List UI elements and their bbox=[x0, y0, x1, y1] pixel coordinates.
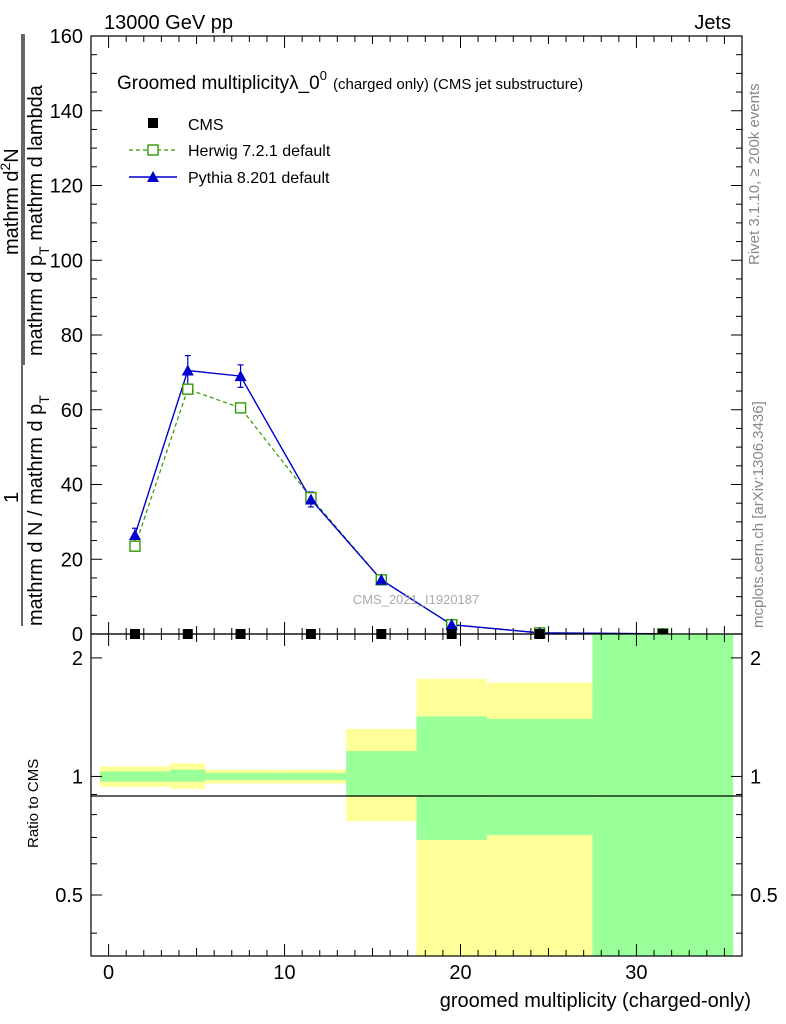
y-label-denominator: mathrm d pT mathrm d lambda bbox=[25, 84, 52, 356]
ratio-band-inner bbox=[99, 771, 171, 782]
legend-pythia-label: Pythia 8.201 default bbox=[188, 170, 330, 187]
y-tick-label: 120 bbox=[50, 176, 83, 198]
ratio-band-inner bbox=[205, 773, 276, 780]
legend-cms-marker bbox=[148, 118, 158, 128]
x-axis-label: groomed multiplicity (charged-only) bbox=[440, 990, 751, 1012]
main-y-axis-label: 1 mathrm d N / mathrm d pT mathrm d2N ma… bbox=[0, 34, 52, 626]
ratio-y-tick-label: 0.5 bbox=[55, 885, 83, 907]
ratio-frame bbox=[90, 633, 743, 957]
ratio-axis-ticks: 0.5 0.51 12 20 10 20 30 bbox=[55, 634, 778, 984]
title-superscript: 0 bbox=[320, 68, 327, 83]
header-process-label: Jets bbox=[694, 12, 731, 34]
pythia-point bbox=[445, 618, 458, 630]
ratio-panel: 0.5 0.51 12 20 10 20 30 Ratio to CMS groomed m… bbox=[25, 633, 778, 1012]
header-energy-label: 13000 GeV pp bbox=[104, 12, 233, 34]
x-tick-label: 20 bbox=[449, 962, 471, 984]
y-tick-label: 20 bbox=[61, 549, 83, 571]
title-suffix: (charged only) (CMS jet substructure) bbox=[333, 76, 583, 93]
legend-cms-label: CMS bbox=[188, 117, 224, 134]
legend-herwig-label: Herwig 7.2.1 default bbox=[188, 143, 331, 160]
pythia-point bbox=[181, 364, 194, 376]
y-label-prefactor-den: mathrm d N / mathrm d pT bbox=[25, 395, 52, 626]
legend-herwig-marker bbox=[147, 144, 159, 156]
ratio-y-tick-label: 1 bbox=[72, 766, 83, 788]
mcplots-label: mcplots.cern.ch [arXiv:1306.3436] bbox=[750, 401, 767, 628]
ratio-y-label: Ratio to CMS bbox=[25, 759, 42, 848]
herwig-point bbox=[234, 402, 247, 414]
ratio-band-inner bbox=[346, 751, 417, 797]
ratio-bands bbox=[99, 634, 734, 956]
y-tick-label: 80 bbox=[61, 325, 83, 347]
herwig-point bbox=[129, 540, 141, 552]
x-tick-label: 0 bbox=[103, 962, 114, 984]
ratio-band-inner bbox=[416, 716, 487, 840]
main-title: Groomed multiplicityλ_00 (charged only) (… bbox=[117, 68, 583, 94]
legend: CMS Herwig 7.2.1 default Pythia 8.201 de… bbox=[129, 117, 331, 187]
pythia-point bbox=[128, 528, 141, 540]
ratio-band-inner bbox=[170, 769, 206, 782]
pythia-point bbox=[375, 573, 388, 585]
ratio-y-tick-label-right: 1 bbox=[750, 766, 761, 788]
ratio-band-inner bbox=[275, 773, 347, 780]
pythia-point bbox=[304, 493, 317, 505]
ratio-y-tick-label: 2 bbox=[72, 648, 83, 670]
main-panel: 0 20 40 60 80 100 120 140 160 Groomed multiplici… bbox=[0, 26, 743, 646]
ratio-band-inner bbox=[486, 718, 593, 836]
y-tick-label: 160 bbox=[50, 26, 83, 48]
y-label-numerator: mathrm d2N bbox=[0, 148, 23, 255]
ratio-y-tick-label-right: 2 bbox=[750, 648, 761, 670]
ratio-y-tick-label-right: 0.5 bbox=[750, 885, 778, 907]
main-axis-ticks: 0 20 40 60 80 100 120 140 160 bbox=[50, 26, 742, 646]
y-tick-label: 100 bbox=[50, 250, 83, 272]
y-tick-label: 140 bbox=[50, 101, 83, 123]
pythia-point bbox=[234, 370, 247, 382]
analysis-watermark: CMS_2021_I1920187 bbox=[353, 592, 480, 607]
pythia-line bbox=[134, 369, 663, 635]
y-label-prefactor-num: 1 bbox=[1, 492, 23, 503]
title-main: Groomed multiplicityλ_0 bbox=[117, 73, 320, 94]
x-tick-label: 30 bbox=[625, 962, 647, 984]
x-tick-label: 10 bbox=[273, 962, 295, 984]
ratio-band-inner bbox=[592, 634, 734, 956]
rivet-version-label: Rivet 3.1.10, ≥ 200k events bbox=[746, 83, 763, 265]
y-tick-label: 0 bbox=[72, 624, 83, 646]
herwig-point bbox=[182, 383, 194, 395]
y-tick-label: 60 bbox=[61, 400, 83, 422]
legend-pythia-marker bbox=[147, 171, 159, 182]
y-tick-label: 40 bbox=[61, 475, 83, 497]
